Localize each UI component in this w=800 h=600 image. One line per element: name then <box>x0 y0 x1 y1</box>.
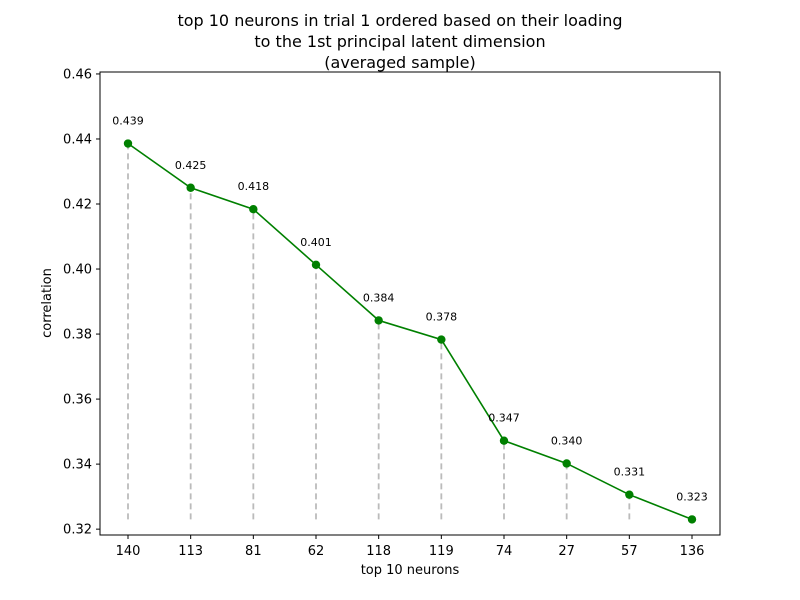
data-point <box>374 316 383 325</box>
x-tick-label: 136 <box>680 544 705 559</box>
x-tick-label: 74 <box>496 544 513 559</box>
y-tick-label: 0.34 <box>63 458 92 473</box>
data-point <box>186 183 195 192</box>
data-point <box>437 335 446 344</box>
data-point <box>687 515 697 524</box>
data-label: 0.331 <box>614 466 646 479</box>
x-tick-label: 57 <box>621 544 638 559</box>
data-label: 0.401 <box>300 236 332 249</box>
data-label: 0.347 <box>488 412 520 425</box>
y-tick-label: 0.32 <box>63 523 92 538</box>
y-axis: 0.32 0.34 0.36 0.38 0.40 0.42 0.44 0.46 <box>63 67 100 538</box>
stem-lines <box>127 143 631 520</box>
data-labels: 0.439 0.425 0.418 0.401 0.384 0.378 0.347 0.340… <box>112 115 708 504</box>
chart-title-line-1: top 10 neurons in trial 1 ordered based … <box>177 11 622 30</box>
data-label: 0.378 <box>426 311 458 324</box>
data-point <box>625 490 634 499</box>
y-tick-label: 0.44 <box>63 132 92 147</box>
y-tick-label: 0.40 <box>63 263 92 278</box>
chart-title: top 10 neurons in trial 1 ordered based … <box>177 11 622 72</box>
data-points <box>123 139 697 524</box>
chart-title-line-3: (averaged sample) <box>324 53 475 72</box>
y-tick-label: 0.36 <box>63 393 92 408</box>
data-label: 0.340 <box>551 434 583 447</box>
data-label: 0.384 <box>363 291 395 304</box>
x-tick-label: 81 <box>245 544 262 559</box>
data-label: 0.425 <box>175 159 207 172</box>
x-tick-label: 140 <box>116 544 141 559</box>
data-label: 0.439 <box>112 115 144 128</box>
data-point <box>311 260 321 270</box>
x-axis-label: top 10 neurons <box>361 563 460 578</box>
x-tick-label: 113 <box>178 544 203 559</box>
data-point <box>499 436 509 445</box>
x-tick-label: 119 <box>429 544 454 559</box>
x-axis: 140 113 81 62 118 119 74 27 57 136 <box>116 535 705 559</box>
data-point <box>562 459 571 468</box>
y-tick-label: 0.42 <box>63 198 92 213</box>
y-axis-label: correlation <box>40 268 55 338</box>
data-label: 0.418 <box>238 180 270 193</box>
series-line <box>127 142 693 521</box>
x-tick-label: 27 <box>558 544 575 559</box>
plot-area-frame <box>99 71 721 536</box>
series-line-group <box>127 142 693 521</box>
chart-title-line-2: to the 1st principal latent dimension <box>254 32 545 51</box>
data-point <box>123 139 133 148</box>
y-tick-label: 0.46 <box>63 67 92 82</box>
data-point <box>249 205 258 214</box>
x-tick-label: 118 <box>366 544 391 559</box>
x-tick-label: 62 <box>308 544 325 559</box>
y-tick-label: 0.38 <box>63 328 92 343</box>
data-label: 0.323 <box>676 490 708 503</box>
